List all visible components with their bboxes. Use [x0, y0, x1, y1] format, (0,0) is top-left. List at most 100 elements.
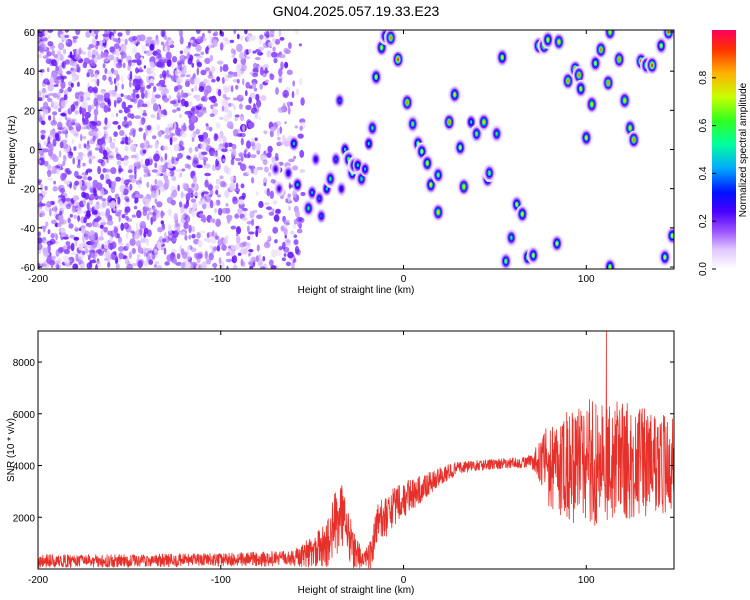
noise-speckle [168, 224, 172, 232]
noise-speckle [38, 243, 43, 251]
noise-speckle [100, 229, 104, 237]
signal-blob [601, 73, 615, 92]
noise-speckle [287, 251, 294, 259]
noise-speckle [211, 230, 215, 237]
signal-blob-ring [510, 235, 513, 240]
noise-speckle [100, 218, 106, 223]
spectrogram-signal-blobs [270, 30, 674, 269]
noise-speckle [216, 245, 221, 252]
noise-speckle [237, 252, 242, 256]
noise-speckle [282, 102, 286, 110]
noise-speckle [177, 30, 182, 34]
noise-speckle [156, 61, 164, 68]
noise-speckle [137, 183, 142, 189]
signal-blob-ring [667, 30, 670, 34]
noise-speckle [122, 52, 127, 59]
signal-blob-ring [274, 167, 277, 171]
noise-speckle [232, 149, 237, 157]
noise-speckle [139, 221, 146, 229]
noise-speckle [39, 212, 46, 217]
noise-speckle [103, 226, 108, 233]
noise-speckle [40, 203, 46, 207]
noise-speckle [38, 237, 43, 244]
noise-speckle [44, 94, 48, 99]
noise-speckle [288, 182, 291, 190]
noise-speckle [69, 234, 75, 239]
noise-speckle [140, 116, 146, 126]
noise-speckle [139, 66, 142, 72]
colorbar-tick-label: 0.4 [698, 166, 709, 180]
signal-blob [526, 246, 540, 265]
noise-speckle [63, 94, 68, 101]
noise-speckle [163, 98, 169, 103]
noise-speckle [53, 54, 59, 59]
signal-blob [270, 161, 281, 177]
noise-speckle [117, 196, 121, 205]
noise-speckle [293, 224, 296, 229]
noise-speckle [139, 246, 143, 255]
noise-speckle [118, 109, 123, 114]
noise-speckle [87, 68, 94, 74]
signal-blob-ring [325, 186, 328, 191]
noise-speckle [190, 39, 194, 44]
signal-blob-ring [618, 57, 621, 62]
noise-speckle [86, 210, 91, 218]
noise-speckle [268, 172, 272, 177]
y-tick-label: 0 [29, 146, 35, 157]
noise-speckle [133, 166, 137, 175]
noise-speckle [234, 157, 242, 162]
noise-speckle [76, 207, 83, 211]
noise-speckle [38, 159, 42, 164]
noise-speckle [283, 47, 289, 54]
noise-speckle [162, 70, 167, 78]
noise-speckle [82, 197, 87, 206]
noise-speckle [249, 141, 255, 147]
noise-speckle [230, 225, 237, 230]
noise-speckle [282, 89, 290, 99]
noise-speckle [74, 226, 78, 230]
signal-blob-ring [448, 120, 451, 124]
noise-speckle [83, 217, 87, 224]
noise-speckle [167, 208, 172, 216]
noise-speckle [191, 62, 194, 68]
noise-speckle [82, 162, 86, 167]
noise-speckle [62, 236, 69, 240]
noise-speckle [217, 194, 221, 198]
noise-speckle [240, 137, 244, 146]
noise-speckle [72, 35, 79, 40]
noise-speckle [241, 63, 247, 72]
noise-speckle [277, 136, 281, 141]
noise-speckle [227, 217, 231, 224]
noise-speckle [192, 175, 197, 184]
noise-speckle [136, 254, 141, 259]
signal-blob-ring [429, 183, 432, 187]
signal-blob [603, 258, 617, 269]
noise-speckle [133, 148, 137, 153]
noise-speckle [215, 178, 221, 185]
noise-speckle [183, 47, 189, 55]
noise-speckle [113, 99, 117, 108]
noise-speckle [183, 221, 189, 230]
noise-speckle [58, 107, 62, 113]
noise-speckle [182, 92, 189, 98]
noise-speckle [232, 264, 238, 269]
signal-blob-ring [515, 202, 518, 207]
noise-speckle [96, 96, 104, 101]
noise-speckle [155, 54, 159, 60]
noise-speckle [89, 252, 95, 258]
noise-speckle [161, 31, 165, 38]
noise-speckle [179, 201, 183, 208]
noise-speckle [94, 77, 98, 87]
noise-speckle [51, 49, 55, 57]
noise-speckle [273, 214, 280, 222]
noise-speckle [237, 70, 242, 78]
noise-speckle [132, 88, 139, 94]
noise-speckle [42, 37, 48, 42]
noise-speckle [274, 239, 278, 244]
signal-blob-ring [437, 210, 440, 214]
noise-speckle [94, 114, 98, 123]
noise-speckle [61, 195, 66, 203]
noise-speckle [66, 203, 71, 210]
noise-speckle [155, 38, 160, 46]
noise-speckle [195, 94, 201, 102]
